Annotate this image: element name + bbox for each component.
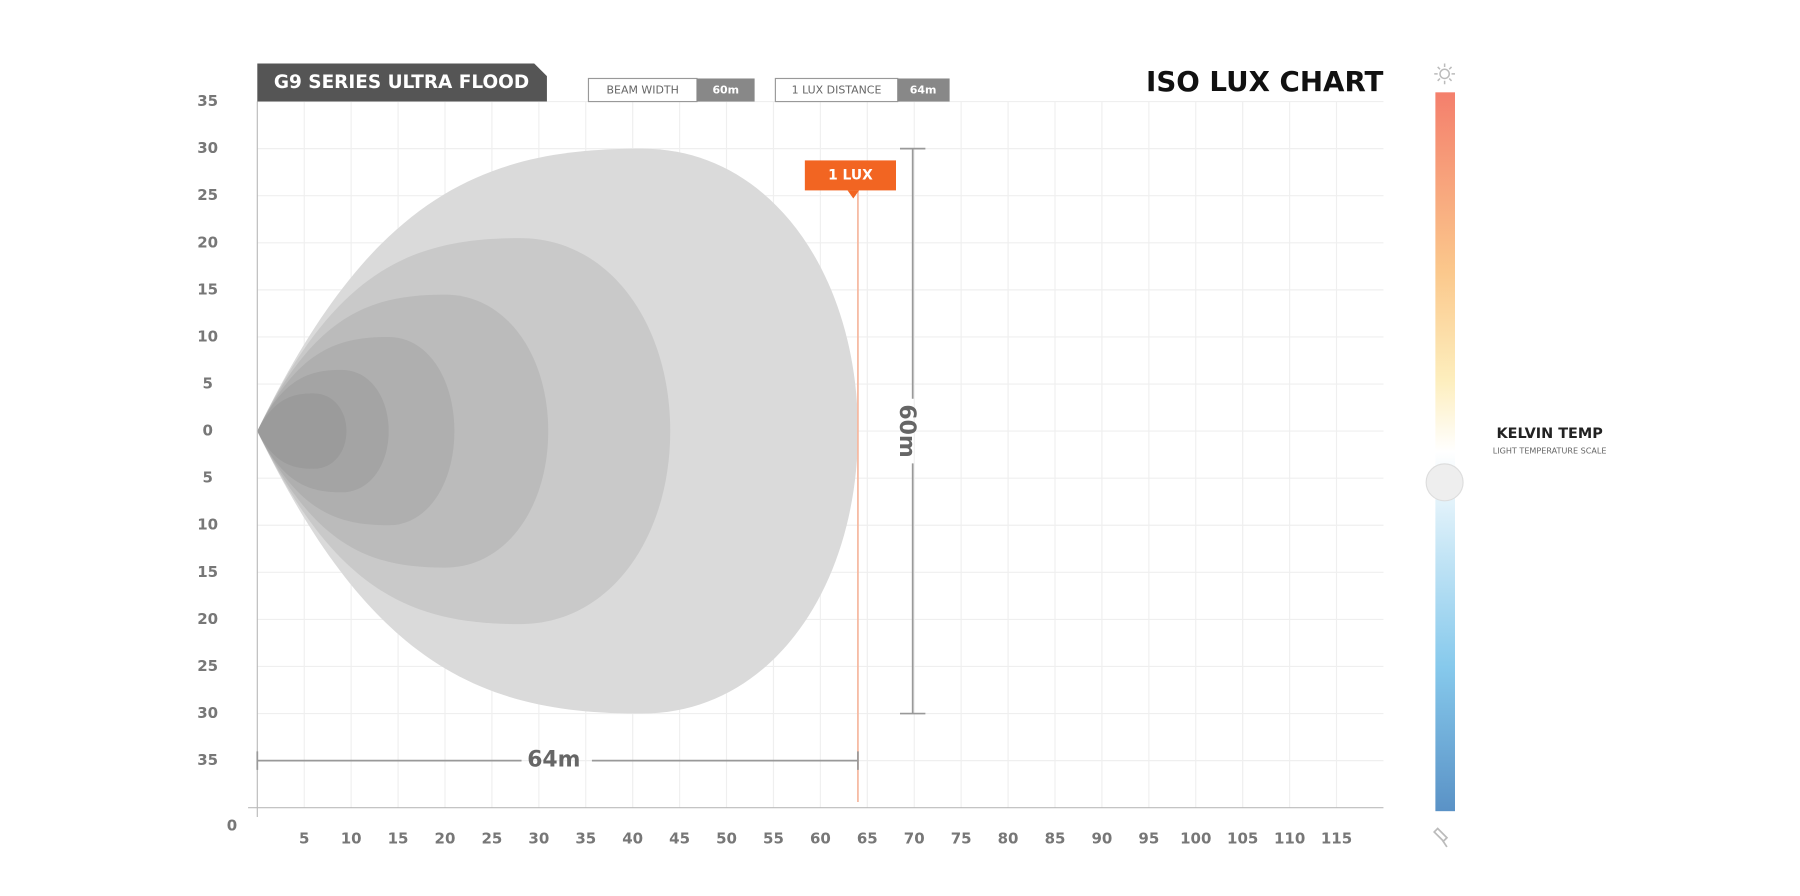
y-tick-label: 35	[197, 92, 218, 110]
y-tick-label: 15	[197, 280, 218, 298]
badge-label: BEAM WIDTH	[607, 84, 679, 97]
x-tick-label: 115	[1321, 829, 1352, 847]
product-name: G9 SERIES ULTRA FLOOD	[274, 72, 529, 93]
lux-distance-dimension	[256, 751, 859, 770]
x-tick-label: 50	[716, 829, 737, 847]
badge-value-box	[897, 78, 950, 102]
x-tick-label: 10	[341, 829, 362, 847]
lux-marker	[804, 160, 896, 191]
x-tick-label: 95	[1138, 829, 1159, 847]
kelvin-knob[interactable]	[1425, 463, 1464, 502]
x-tick-label: 30	[528, 829, 549, 847]
x-tick-label: 90	[1091, 829, 1112, 847]
lux-marker-pointer	[847, 190, 860, 199]
beam-width-label: 60m	[894, 404, 919, 457]
lux-contour	[257, 393, 347, 469]
x-tick-label: 0	[227, 817, 237, 835]
x-tick-label: 65	[857, 829, 878, 847]
y-tick-label: 20	[197, 610, 218, 628]
x-tick-label: 55	[763, 829, 784, 847]
x-tick-label: 80	[998, 829, 1019, 847]
chart-title: ISO LUX CHART	[1146, 65, 1384, 98]
y-tick-label: 25	[197, 657, 218, 675]
y-tick-label: 25	[197, 186, 218, 204]
x-tick-label: 15	[388, 829, 409, 847]
y-tick-label: 30	[197, 139, 218, 157]
x-tick-label: 70	[904, 829, 925, 847]
y-tick-label: 20	[197, 233, 218, 251]
x-tick-label: 100	[1180, 829, 1211, 847]
x-tick-label: 25	[481, 829, 502, 847]
badge-value: 60m	[712, 84, 739, 97]
kelvin-slider: KELVIN TEMP LIGHT TEMPERATURE SCALE	[1425, 63, 1607, 848]
y-tick-label: 10	[197, 327, 218, 345]
x-tick-label: 35	[575, 829, 596, 847]
badge-label: 1 LUX DISTANCE	[792, 84, 882, 97]
y-tick-label: 30	[197, 704, 218, 722]
x-tick-label: 45	[669, 829, 690, 847]
y-tick-label: 10	[197, 516, 218, 534]
beam-width-dimension	[899, 147, 926, 715]
x-tick-label: 110	[1274, 829, 1305, 847]
x-tick-label: 85	[1045, 829, 1066, 847]
x-tick-label: 40	[622, 829, 643, 847]
lux-distance-label: 64m	[527, 748, 580, 773]
kelvin-bar	[1435, 92, 1455, 812]
x-tick-label: 5	[299, 829, 309, 847]
y-tick-label: 35	[197, 751, 218, 769]
x-tick-label: 20	[435, 829, 456, 847]
y-tick-label: 5	[202, 469, 212, 487]
sun-icon	[1434, 63, 1455, 85]
flashlight-icon	[1433, 827, 1449, 848]
x-tick-label: 105	[1227, 829, 1258, 847]
badge-value: 64m	[910, 84, 937, 97]
x-tick-label: 75	[951, 829, 972, 847]
x-tick-label: 60	[810, 829, 831, 847]
y-tick-label: 5	[202, 375, 212, 393]
product-tag	[257, 63, 547, 102]
kelvin-title: KELVIN TEMP	[1496, 426, 1602, 442]
lux-marker-label: 1 LUX	[828, 167, 873, 183]
y-tick-label: 0	[202, 422, 212, 440]
y-tick-label: 15	[197, 563, 218, 581]
kelvin-subtitle: LIGHT TEMPERATURE SCALE	[1493, 447, 1607, 456]
badge-value-box	[696, 78, 755, 102]
